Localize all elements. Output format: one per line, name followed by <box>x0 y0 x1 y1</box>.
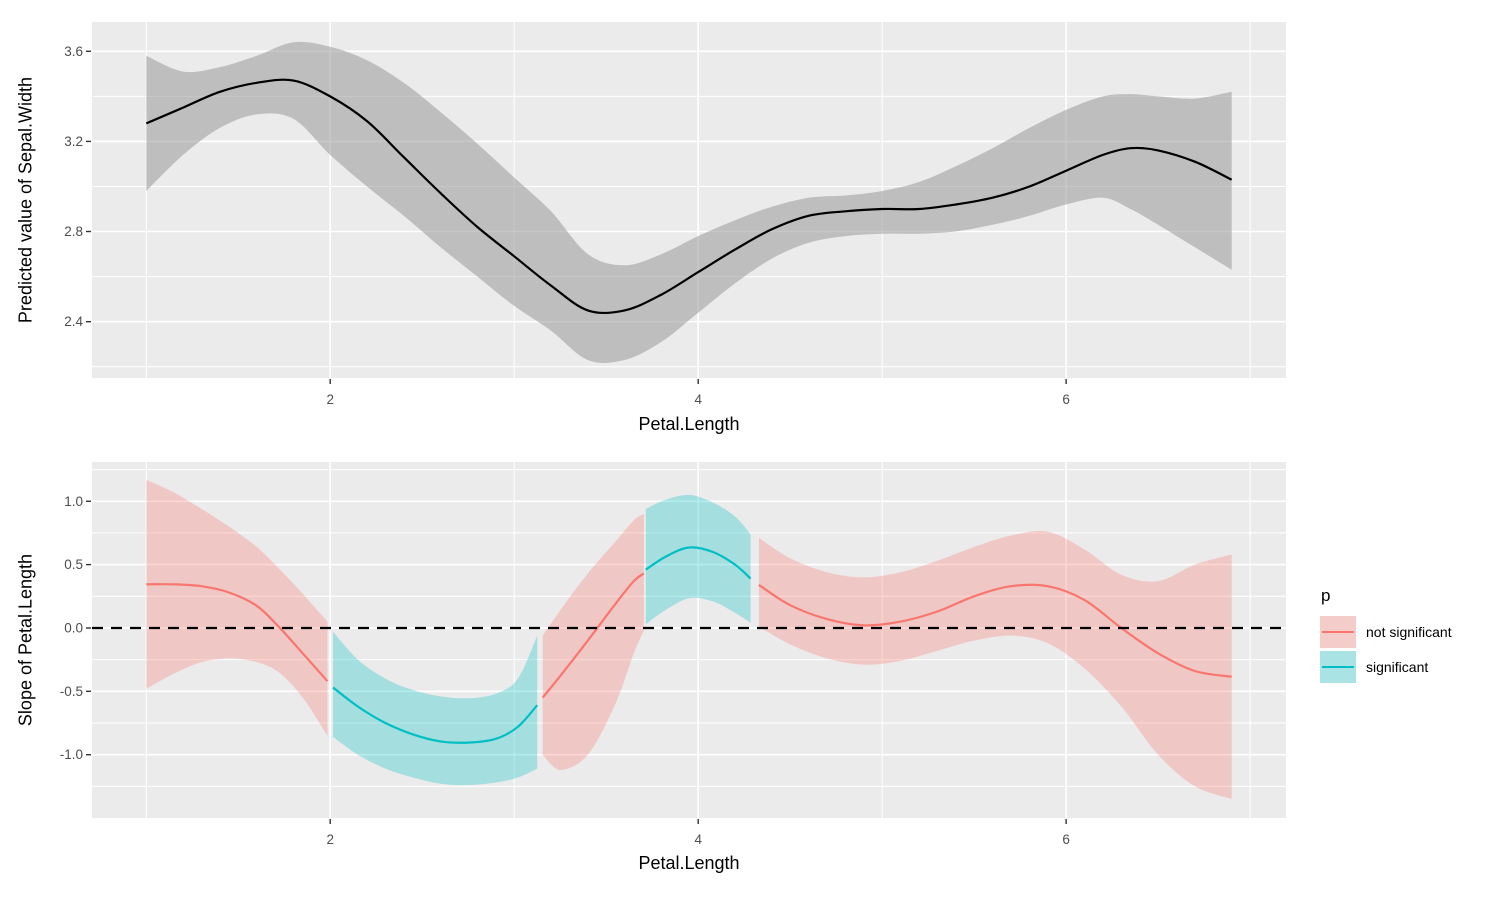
top-x-axis-title: Petal.Length <box>638 414 740 434</box>
confidence-ribbon <box>645 494 751 625</box>
legend-key-not-significant: not significant <box>1320 616 1452 648</box>
bottom-panel: 2 4 6 -1.0 -0.5 0.0 0.5 1.0 <box>60 462 1286 847</box>
x-tick-label: 6 <box>1062 832 1070 847</box>
slope-segment-line <box>758 583 1232 678</box>
slope-segment-line <box>332 686 539 744</box>
y-tick-label: 2.4 <box>64 314 83 329</box>
legend-label-not-significant: not significant <box>1366 624 1452 640</box>
top-y-axis-title: Predicted value of Sepal.Width <box>15 76 36 324</box>
confidence-ribbon <box>333 631 538 786</box>
confidence-ribbon <box>146 41 1232 364</box>
bottom-x-axis-title: Petal.Length <box>638 853 740 873</box>
line-swatch <box>1322 630 1354 634</box>
y-tick-label: 0.5 <box>64 557 83 572</box>
confidence-ribbon <box>542 513 644 770</box>
x-tick-label: 2 <box>326 392 334 407</box>
confidence-ribbon <box>146 479 328 736</box>
bottom-y-axis-title: Slope of Petal.Length <box>15 553 36 727</box>
legend-swatch-not-significant <box>1320 616 1356 648</box>
y-tick-label: 1.0 <box>64 494 83 509</box>
y-tick-label: 0.0 <box>64 621 83 636</box>
y-tick-label: -0.5 <box>60 684 83 699</box>
legend-title: p <box>1321 586 1331 605</box>
legend-key-significant: significant <box>1320 651 1452 683</box>
line-swatch <box>1322 665 1354 669</box>
y-tick-label: -1.0 <box>60 747 83 762</box>
y-tick-label: 3.6 <box>64 44 83 59</box>
legend: p not significant significant <box>1320 586 1452 686</box>
x-tick-label: 4 <box>694 832 702 847</box>
x-tick-label: 2 <box>326 832 334 847</box>
slope-segment-line <box>645 546 752 580</box>
y-tick-label: 2.8 <box>64 224 83 239</box>
legend-label-significant: significant <box>1366 659 1429 675</box>
slope-segment-line <box>146 583 329 682</box>
y-tick-label: 3.2 <box>64 134 83 149</box>
legend-swatch-significant <box>1320 651 1356 683</box>
x-tick-label: 6 <box>1062 392 1070 407</box>
slope-segment-line <box>541 572 645 699</box>
top-panel: 2 4 6 2.4 2.8 3.2 3.6 <box>64 22 1286 407</box>
x-tick-label: 4 <box>694 392 702 407</box>
confidence-ribbon <box>758 530 1232 799</box>
smooth-line <box>145 78 1233 315</box>
